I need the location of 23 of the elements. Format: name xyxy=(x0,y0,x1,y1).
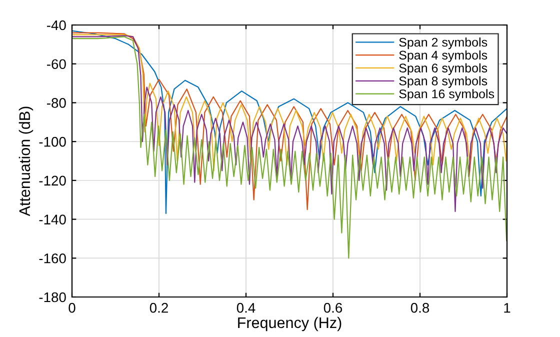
x-tick-label: 0.2 xyxy=(150,302,168,313)
y-tick-label: -180 xyxy=(39,292,66,302)
y-tick-label: -140 xyxy=(39,214,66,224)
x-tick-label: 0.4 xyxy=(236,302,256,313)
y-tick-label: -120 xyxy=(39,176,66,186)
line-series xyxy=(72,36,507,259)
x-tick-label: 1 xyxy=(504,303,510,313)
x-tick-label: 0 xyxy=(68,302,76,313)
y-tick-label: -80 xyxy=(46,98,66,108)
legend-label: Span 4 symbols xyxy=(399,50,488,62)
x-tick-label: 0.8 xyxy=(410,302,430,313)
y-tick-label: -100 xyxy=(39,136,66,147)
x-axis-title: Frequency (Hz) xyxy=(238,316,342,332)
legend-label: Span 2 symbols xyxy=(399,38,488,50)
legend-label: Span 16 symbols xyxy=(399,89,494,101)
x-tick-label: 0.6 xyxy=(324,302,342,313)
y-axis-title: Attenuation (dB) xyxy=(18,106,34,216)
y-tick-label: -60 xyxy=(46,59,66,70)
legend-label: Span 6 symbols xyxy=(399,63,488,75)
y-tick-label: -40 xyxy=(46,20,66,30)
legend-label: Span 8 symbols xyxy=(399,76,488,88)
y-tick-label: -160 xyxy=(39,253,66,264)
line-series xyxy=(72,34,507,172)
